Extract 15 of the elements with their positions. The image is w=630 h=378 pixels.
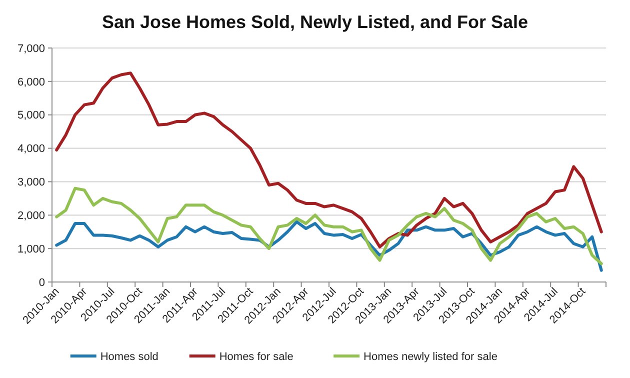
y-tick-label: 3,000 [17,176,45,189]
y-tick-label: 6,000 [17,76,45,88]
y-tick-label: 2,000 [17,210,45,222]
legend-label: Homes newly listed for sale [364,350,498,363]
y-tick-label: 1,000 [17,243,45,256]
chart-title: San Jose Homes Sold, Newly Listed, and For Sale [102,12,528,32]
line-series [55,220,603,272]
y-tick-label: 7,000 [17,42,45,55]
line-series [55,186,603,266]
y-tick-label: 5,000 [17,110,45,122]
y-tick-label: 4,000 [17,143,45,156]
legend-label: Homes for sale [219,350,294,363]
line-series [55,72,603,248]
y-tick-label: 0 [38,276,45,289]
legend-label: Homes sold [100,350,158,363]
